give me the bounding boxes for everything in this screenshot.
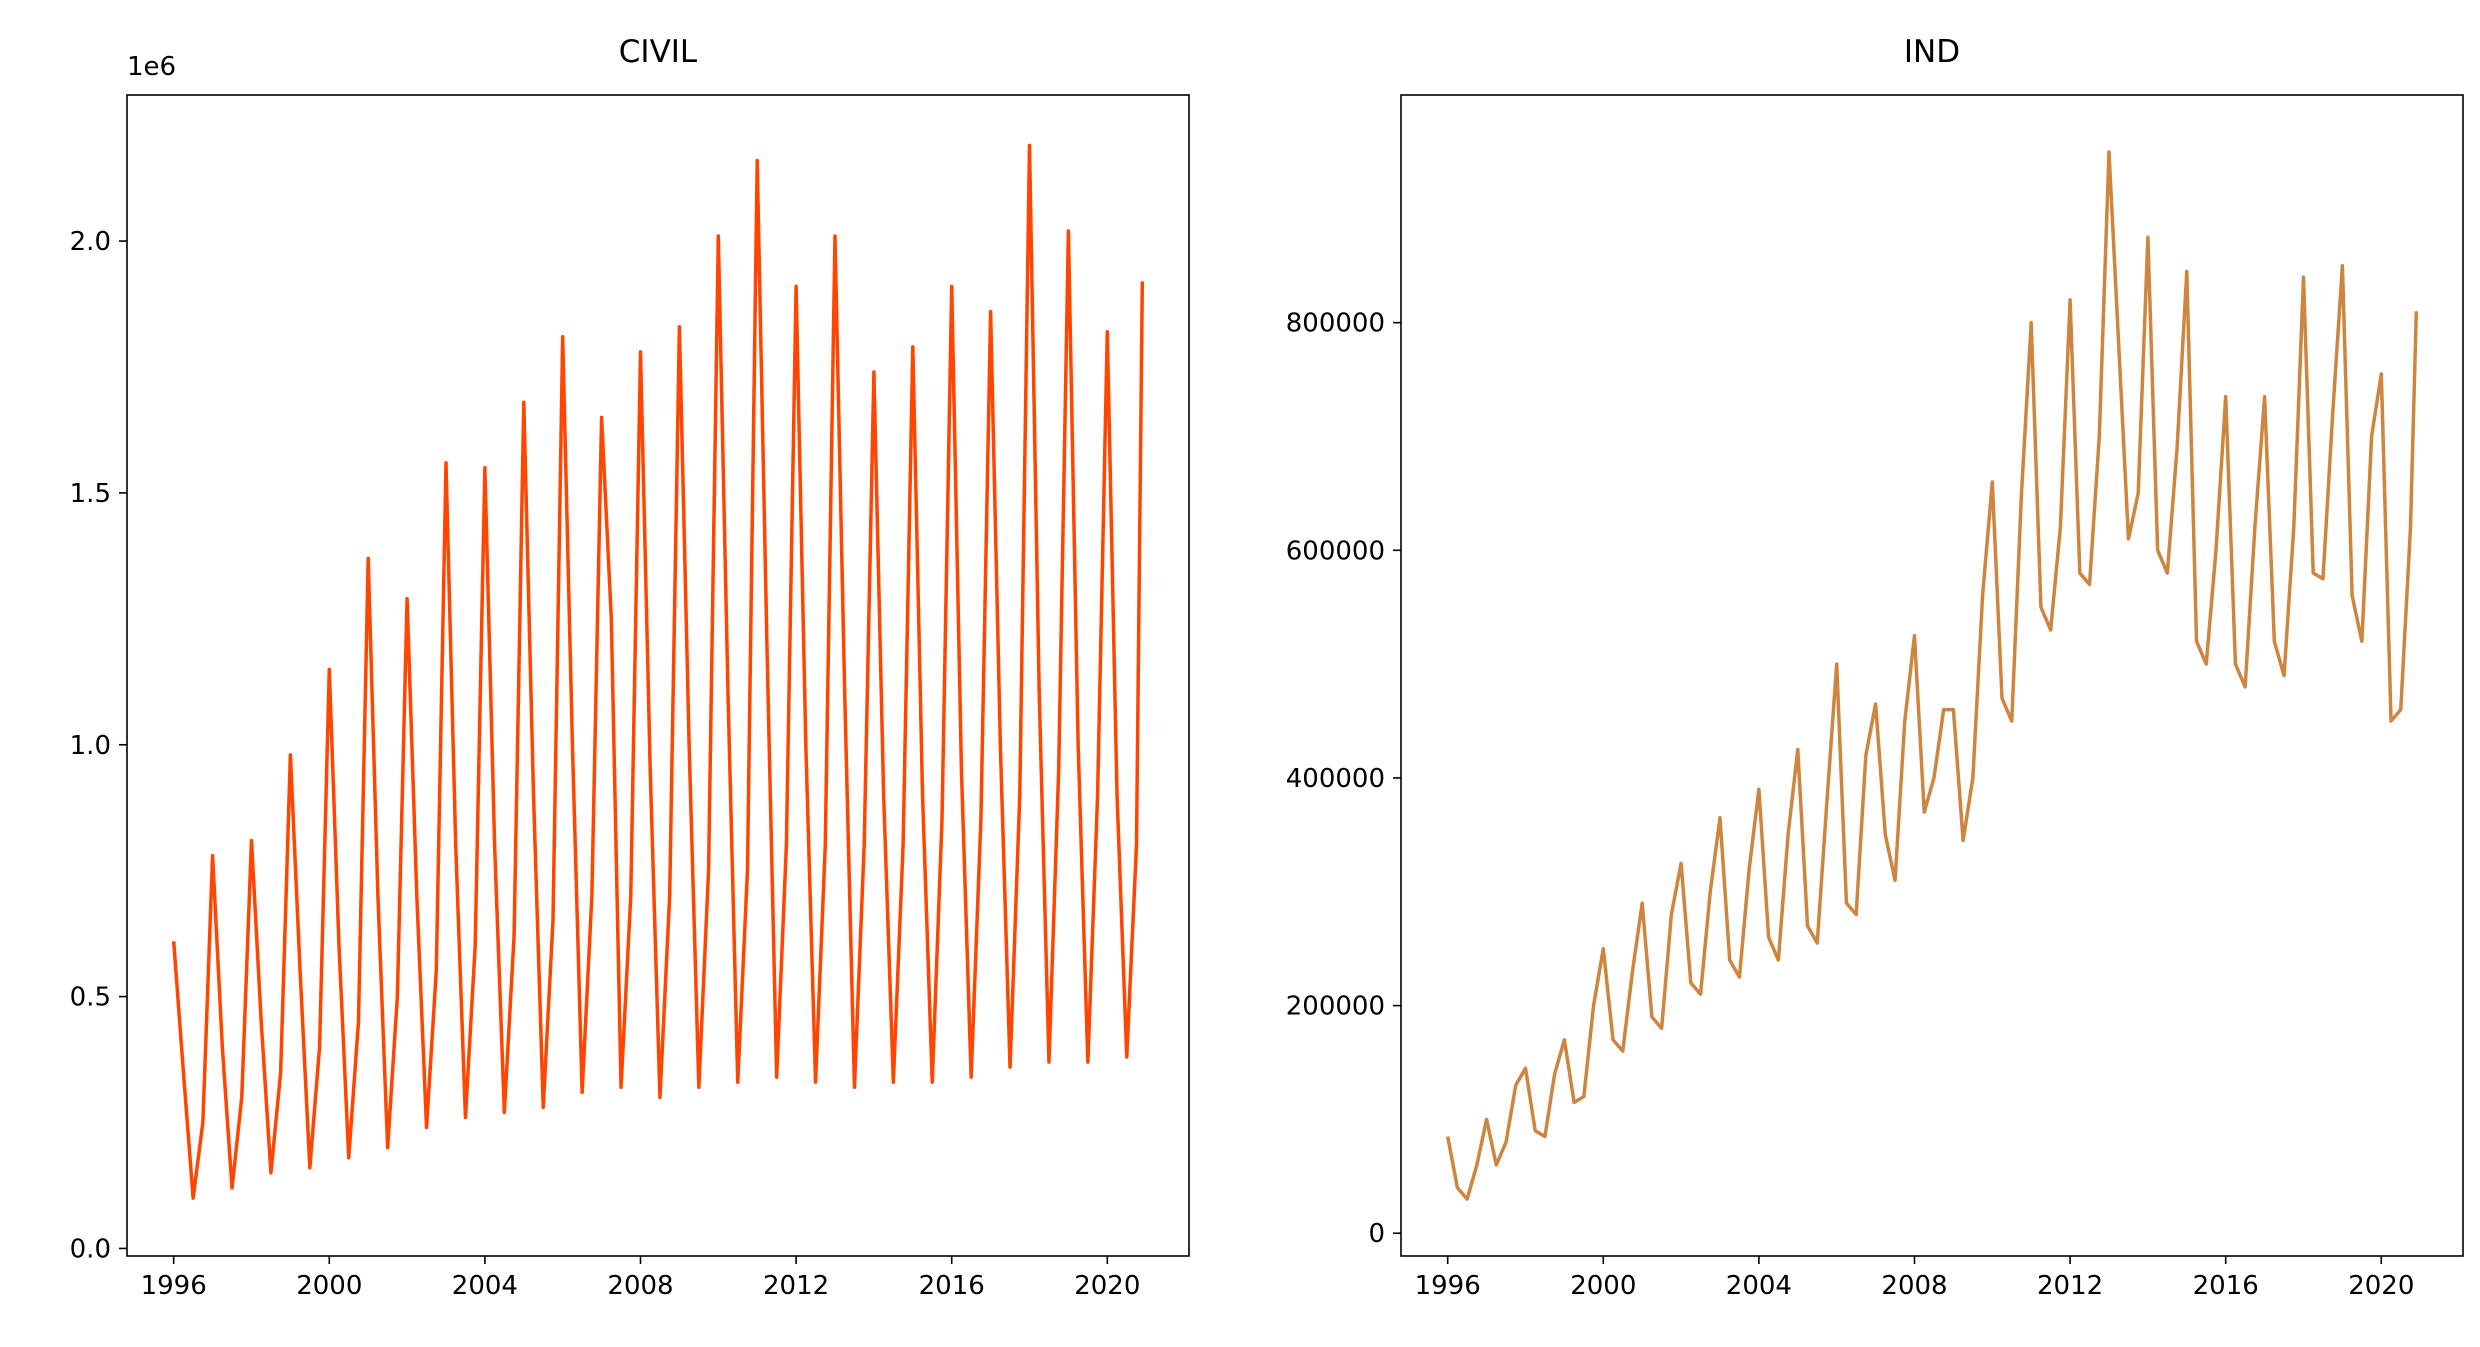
- data-line: [171, 143, 1145, 1200]
- y-tick-label: 800000: [1286, 309, 1385, 339]
- x-tick-label: 1996: [141, 1271, 207, 1301]
- x-tick-label: 1996: [1415, 1271, 1481, 1301]
- x-tick-label: 2000: [1570, 1271, 1636, 1301]
- x-tick-label: 2020: [1074, 1271, 1140, 1301]
- axes-frame: [1400, 94, 2464, 1257]
- x-tick-label: 2016: [919, 1271, 985, 1301]
- x-tick-label: 2012: [763, 1271, 829, 1301]
- subplot-title: CIVIL: [619, 34, 698, 70]
- x-tick-label: 2012: [2037, 1271, 2103, 1301]
- y-tick-label: 1.0: [70, 731, 111, 761]
- x-tick-label: 2008: [1881, 1271, 1947, 1301]
- x-tick-label: 2016: [2193, 1271, 2259, 1301]
- y-tick-label: 0.5: [70, 983, 111, 1013]
- subplot-title: IND: [1904, 34, 1960, 70]
- y-tick-label: 200000: [1286, 992, 1385, 1022]
- axis-offset-label: 1e6: [127, 52, 176, 82]
- y-tick-label: 0.0: [70, 1234, 111, 1264]
- y-tick-label: 600000: [1286, 536, 1385, 566]
- x-tick-label: 2020: [2348, 1271, 2414, 1301]
- x-tick-label: 2004: [452, 1271, 518, 1301]
- x-tick-label: 2004: [1726, 1271, 1792, 1301]
- x-tick-label: 2008: [607, 1271, 673, 1301]
- y-tick-label: 0: [1368, 1219, 1385, 1249]
- data-line: [1445, 150, 2419, 1201]
- y-tick-label: 1.5: [70, 479, 111, 509]
- x-tick-label: 2000: [296, 1271, 362, 1301]
- y-tick-label: 2.0: [70, 227, 111, 257]
- axes-frame: [126, 94, 1190, 1257]
- y-tick-label: 400000: [1286, 764, 1385, 794]
